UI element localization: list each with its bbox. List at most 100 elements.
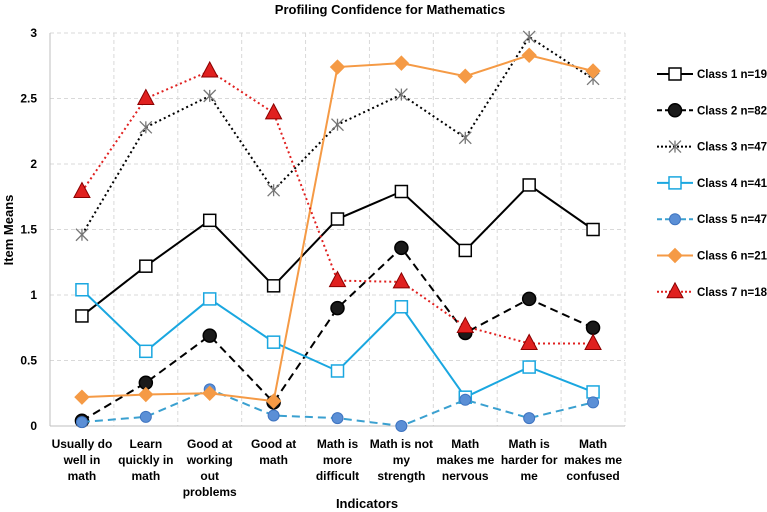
data-point	[266, 279, 281, 293]
data-point	[459, 393, 472, 406]
legend-label: Class 2 n=823	[697, 105, 767, 117]
data-point	[393, 55, 410, 71]
legend-marker	[668, 140, 682, 154]
data-point	[139, 410, 152, 423]
data-point	[75, 309, 89, 323]
legend-marker	[669, 213, 681, 226]
y-axis-title: Item Means	[1, 195, 16, 266]
y-tick-label: 0.5	[20, 354, 37, 368]
data-point	[586, 385, 600, 399]
series-line	[81, 54, 594, 403]
data-point	[202, 213, 217, 228]
legend-label: Class 7 n=188	[697, 287, 767, 299]
data-point	[139, 344, 153, 359]
data-point	[520, 333, 539, 350]
data-point	[267, 183, 281, 197]
data-point	[329, 59, 346, 75]
data-point	[202, 328, 217, 343]
data-point	[395, 420, 408, 432]
data-point	[266, 335, 281, 349]
y-tick-label: 1.5	[20, 223, 37, 237]
data-point	[521, 291, 537, 307]
data-point	[139, 120, 153, 134]
data-point	[202, 385, 218, 401]
legend-entry: Class 1 n=1924	[657, 67, 767, 81]
y-tick-label: 1	[30, 288, 37, 302]
x-category-label: Good at math	[251, 437, 296, 467]
legend-entry: Class 4 n=415	[657, 176, 767, 190]
y-tick-label: 2	[30, 157, 37, 171]
series-lines	[73, 30, 602, 432]
axes	[49, 33, 625, 427]
series-2	[74, 240, 601, 429]
x-category-label: Math makes me confused	[564, 437, 622, 483]
data-point	[457, 68, 473, 84]
x-category-label: Good at working out problems	[183, 437, 237, 499]
series-7	[73, 60, 602, 350]
data-point	[136, 88, 155, 105]
data-point	[330, 212, 345, 226]
data-point	[394, 88, 408, 102]
series-1	[75, 178, 600, 323]
data-point	[458, 243, 473, 258]
data-point	[75, 228, 89, 242]
data-point	[200, 60, 219, 78]
legend-entry: Class 6 n=218	[657, 247, 767, 264]
data-point	[394, 184, 409, 199]
y-tick-labels: 0 0.5 1 1.5 2 2.5 3	[20, 26, 37, 433]
series-6	[74, 47, 601, 409]
legend: Class 1 n=1924 Class 2 n=823 Class 3 n=473…	[657, 67, 767, 299]
data-point	[264, 102, 283, 120]
y-tick-label: 3	[30, 26, 37, 40]
data-point	[330, 364, 345, 378]
data-point	[328, 270, 347, 288]
data-point	[74, 389, 90, 405]
series-line	[81, 183, 594, 317]
data-point	[522, 360, 536, 374]
data-point	[584, 333, 602, 350]
data-point	[586, 222, 600, 237]
data-point	[138, 386, 154, 403]
data-point	[392, 271, 411, 289]
legend-entry: Class 7 n=188	[657, 281, 767, 299]
data-point	[394, 300, 409, 314]
chart-title: Profiling Confidence for Mathematics	[275, 2, 505, 17]
data-point	[587, 396, 600, 409]
legend-entry: Class 3 n=473	[657, 140, 767, 154]
data-point	[265, 393, 282, 409]
data-point	[75, 283, 89, 297]
data-point	[458, 131, 472, 145]
series-line	[81, 69, 594, 345]
legend-entry: Class 5 n=471	[657, 213, 767, 226]
legend-label: Class 4 n=415	[697, 178, 767, 190]
data-point	[73, 181, 91, 199]
data-point	[522, 30, 536, 44]
data-point	[331, 118, 344, 132]
x-category-label: Usually do well in math	[52, 437, 113, 483]
data-point	[139, 259, 153, 273]
x-category-label: Learn quickly in math	[118, 437, 173, 483]
series-line	[81, 246, 594, 422]
data-point	[585, 63, 601, 79]
series-5	[75, 383, 600, 432]
x-category-label: Math is not my strength	[370, 437, 433, 483]
y-tick-label: 0	[30, 419, 37, 433]
data-point	[521, 47, 537, 63]
data-point	[522, 178, 536, 192]
x-category-label: Math makes me nervous	[436, 437, 494, 483]
legend-entry: Class 2 n=823	[657, 103, 767, 118]
data-point	[523, 412, 536, 425]
legend-marker	[667, 247, 683, 264]
x-category-label: Math is more difficult	[316, 437, 359, 483]
legend-marker	[668, 67, 682, 81]
data-point	[394, 240, 409, 256]
legend-marker	[666, 281, 684, 299]
data-point	[456, 316, 475, 333]
legend-label: Class 6 n=218	[697, 251, 767, 263]
series-3	[75, 30, 600, 242]
data-point	[331, 412, 344, 425]
legend-label: Class 5 n=471	[697, 214, 767, 226]
data-point	[203, 89, 217, 103]
data-point	[330, 300, 345, 316]
